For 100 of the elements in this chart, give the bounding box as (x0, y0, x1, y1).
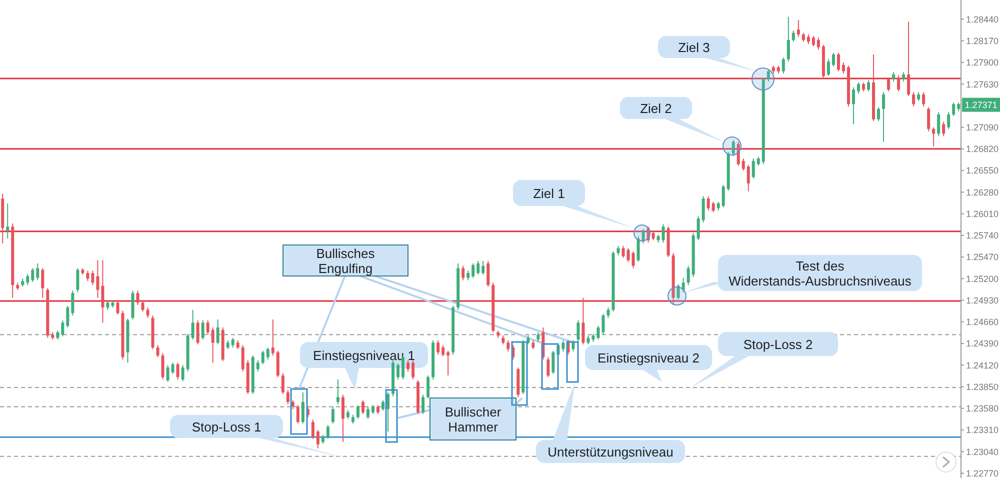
candlestick (76, 268, 80, 293)
text-callout: Test des Widerstands-Ausbruchsniveaus (682, 255, 922, 293)
candlestick (646, 226, 650, 244)
y-tick-label: 1.23310 (966, 425, 999, 436)
candlestick (166, 364, 170, 382)
y-tick-label: 1.25200 (966, 274, 999, 284)
candlestick (782, 57, 785, 74)
candlestick (616, 245, 620, 256)
annotation: Ziel 3 (678, 40, 710, 54)
annotation: Unterstützungsniveau (548, 444, 674, 459)
candlestick (927, 106, 930, 132)
candlestick (406, 360, 410, 372)
y-tick-label: 1.26550 (966, 166, 999, 176)
candlestick (552, 350, 555, 374)
candlestick (442, 344, 445, 357)
candlestick (732, 140, 735, 157)
candlestick (61, 320, 64, 337)
candlestick (116, 300, 120, 316)
annotation: Ziel 2 (640, 100, 672, 116)
candlestick (201, 320, 204, 340)
candlestick (736, 141, 740, 166)
candlestick (907, 21, 910, 97)
candlestick (181, 364, 184, 382)
candlestick (806, 34, 810, 45)
annotation: Ziel 1 (533, 186, 565, 200)
candlestick (336, 379, 340, 405)
y-tick-label: 1.24120 (966, 360, 999, 370)
candlestick (66, 305, 70, 328)
candlestick (206, 320, 210, 336)
candlestick (301, 392, 304, 424)
y-tick-label: 1.24660 (966, 317, 999, 328)
candlestick (476, 260, 480, 276)
candlestick (572, 340, 575, 352)
candlestick (196, 320, 200, 345)
text-callout: Stop-Loss 1 (170, 415, 345, 458)
candlestick (171, 362, 174, 374)
text-callout: Ziel 1 (513, 180, 636, 229)
candlestick (912, 92, 916, 107)
candlestick (466, 270, 470, 281)
candlestick (682, 277, 685, 293)
y-tick-label: 1.26280 (966, 187, 999, 198)
candlestick (446, 350, 450, 376)
y-tick-label: 1.22770 (966, 468, 999, 478)
annotation: Bullisches Engulfing (316, 246, 376, 276)
y-tick-label: 1.27090 (966, 122, 999, 132)
annotation: Stop-Loss 1 (192, 419, 262, 434)
candlestick (562, 340, 565, 352)
candlestick (412, 360, 415, 380)
candlestick (361, 400, 364, 414)
candlestick (852, 86, 855, 125)
candlestick (31, 268, 34, 282)
candlestick (902, 72, 906, 82)
y-tick-label: 1.23040 (966, 446, 999, 457)
text-callout: Einstiegsniveau 1 (300, 342, 428, 390)
candlestick (932, 126, 936, 148)
candlestick (696, 216, 700, 241)
y-tick-label: 1.25470 (966, 252, 999, 262)
candlestick (462, 265, 465, 281)
y-tick-label: 1.26010 (966, 208, 999, 219)
candlestick (341, 394, 344, 442)
candlestick (231, 337, 234, 348)
candlestick (867, 80, 870, 92)
candlestick (286, 389, 290, 405)
candlestick (742, 158, 745, 172)
candlestick (606, 306, 610, 318)
candlestick (766, 69, 770, 82)
candlestick (536, 332, 540, 342)
candlestick (662, 224, 665, 244)
candlestick (712, 201, 715, 213)
candlestick (816, 37, 820, 50)
annotation: Test des Widerstands-Ausbruchsniveaus (728, 258, 912, 288)
candlestick (632, 250, 635, 269)
candlestick (752, 158, 755, 180)
candlestick (402, 354, 405, 380)
candlestick (316, 429, 320, 449)
candlestick (947, 112, 950, 130)
candlestick (241, 344, 244, 372)
candlestick (892, 72, 896, 82)
y-tick-label: 1.28440 (966, 14, 999, 24)
candlestick (261, 350, 264, 365)
candlestick (786, 16, 790, 62)
candlestick (396, 363, 400, 380)
candlestick (952, 102, 956, 117)
y-tick-label: 1.26820 (966, 144, 999, 154)
candlestick (842, 62, 845, 74)
candlestick (176, 362, 180, 380)
candlestick (576, 320, 580, 342)
candlestick (156, 344, 160, 358)
candlestick (746, 164, 750, 192)
candlestick (326, 424, 330, 440)
candlestick (41, 268, 44, 298)
candlestick (626, 248, 630, 262)
y-tick-label: 1.27630 (966, 79, 999, 90)
candlestick (86, 270, 90, 282)
candlestick (296, 404, 300, 424)
candlestick (472, 262, 475, 278)
candlestick (582, 297, 585, 345)
y-tick-label: 1.24930 (966, 295, 999, 306)
candlestick (256, 360, 260, 372)
candlestick (281, 372, 284, 394)
